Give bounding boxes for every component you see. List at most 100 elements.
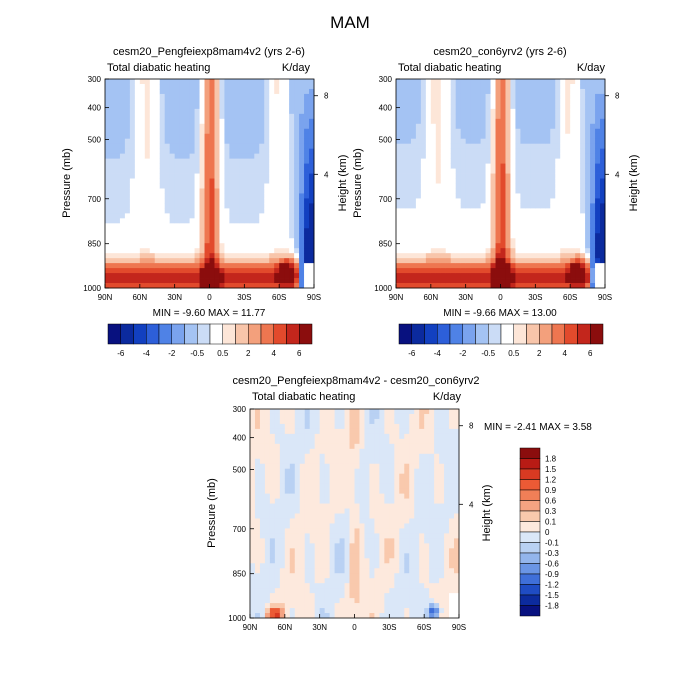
heatmap-cell	[179, 118, 186, 125]
heatmap-cell	[154, 278, 161, 284]
heatmap-cell	[254, 563, 261, 569]
heatmap-cell	[495, 193, 501, 199]
heatmap-cell	[274, 409, 281, 415]
heatmap-cell	[550, 83, 556, 90]
heatmap-cell	[284, 518, 291, 524]
heatmap-cell	[234, 258, 240, 264]
heatmap-cell	[334, 458, 340, 465]
heatmap-cell	[505, 283, 511, 289]
heatmap-cell	[369, 453, 375, 460]
heatmap-cell	[124, 248, 131, 254]
heatmap-cell	[445, 108, 452, 115]
heatmap-cell	[309, 598, 316, 604]
heatmap-cell	[254, 168, 260, 174]
heatmap-cell	[575, 158, 581, 164]
heatmap-cell	[279, 243, 285, 249]
heatmap-cell	[465, 93, 472, 100]
heatmap-cell	[495, 283, 501, 289]
heatmap-cell	[470, 228, 477, 234]
heatmap-cell	[510, 188, 516, 194]
heatmap-cell	[324, 438, 331, 445]
heatmap-cell	[309, 163, 315, 169]
heatmap-cell	[159, 233, 166, 239]
heatmap-cell	[244, 128, 250, 135]
heatmap-cell	[204, 138, 210, 145]
heatmap-cell	[520, 93, 526, 100]
heatmap-cell	[505, 163, 511, 169]
heatmap-cell	[540, 103, 546, 110]
heatmap-cell	[344, 513, 350, 519]
heatmap-cell	[344, 438, 350, 445]
heatmap-cell	[169, 218, 176, 224]
heatmap-cell	[294, 228, 300, 234]
heatmap-cell	[339, 493, 345, 499]
heatmap-cell	[134, 113, 141, 120]
heatmap-cell	[254, 443, 261, 450]
heatmap-cell	[485, 193, 491, 199]
heatmap-cell	[319, 498, 326, 504]
heatmap-cell	[540, 193, 546, 199]
heatmap-cell	[274, 138, 280, 145]
heatmap-cell	[124, 178, 131, 184]
heatmap-cell	[349, 568, 355, 574]
heatmap-cell	[590, 173, 596, 179]
heatmap-cell	[440, 213, 447, 219]
heatmap-cell	[114, 268, 121, 274]
heatmap-cell	[274, 593, 281, 599]
heatmap-cell	[389, 528, 395, 534]
heatmap-cell	[299, 563, 306, 569]
heatmap-cell	[550, 243, 556, 249]
heatmap-cell	[460, 263, 467, 269]
heatmap-cell	[284, 578, 291, 584]
heatmap-cell	[174, 198, 181, 204]
heatmap-cell	[114, 183, 121, 189]
heatmap-cell	[575, 168, 581, 174]
heatmap-cell	[349, 498, 355, 504]
heatmap-cell	[595, 213, 601, 219]
heatmap-cell	[259, 213, 265, 219]
heatmap-cell	[219, 268, 225, 274]
heatmap-cell	[394, 513, 400, 519]
heatmap-cell	[219, 133, 225, 140]
heatmap-cell	[144, 238, 151, 244]
heatmap-cell	[485, 133, 491, 140]
heatmap-cell	[339, 409, 345, 415]
heatmap-cell	[420, 138, 427, 145]
heatmap-cell	[420, 173, 427, 179]
heatmap-cell	[349, 548, 355, 554]
heatmap-cell	[314, 488, 321, 494]
heatmap-cell	[250, 448, 256, 455]
heatmap-cell	[284, 613, 291, 619]
heatmap-cell	[490, 173, 496, 179]
heatmap-cell	[480, 108, 486, 115]
heatmap-cell	[580, 278, 586, 284]
heatmap-cell	[399, 488, 405, 494]
heatmap-cell	[389, 438, 395, 445]
heatmap-cell	[199, 188, 205, 194]
heatmap-cell	[299, 409, 306, 415]
heatmap-cell	[194, 108, 200, 115]
heatmap-cell	[279, 428, 286, 435]
heatmap-cell	[515, 233, 521, 239]
heatmap-cell	[379, 503, 385, 509]
heatmap-cell	[580, 213, 586, 219]
heatmap-cell	[575, 148, 581, 155]
heatmap-cell	[159, 223, 166, 229]
heatmap-cell	[159, 123, 166, 130]
heatmap-cell	[490, 83, 496, 90]
heatmap-cell	[520, 278, 526, 284]
heatmap-cell	[329, 493, 335, 499]
heatmap-cell	[309, 88, 315, 95]
heatmap-cell	[279, 208, 285, 214]
heatmap-cell	[505, 188, 511, 194]
heatmap-cell	[294, 193, 300, 199]
heatmap-cell	[379, 563, 385, 569]
heatmap-cell	[445, 118, 452, 125]
heatmap-cell	[465, 108, 472, 115]
heatmap-cell	[299, 278, 305, 284]
heatmap-cell	[420, 153, 427, 160]
heatmap-cell	[234, 273, 240, 279]
heatmap-cell	[445, 243, 452, 249]
heatmap-cell	[460, 83, 467, 90]
heatmap-cell	[329, 558, 335, 564]
